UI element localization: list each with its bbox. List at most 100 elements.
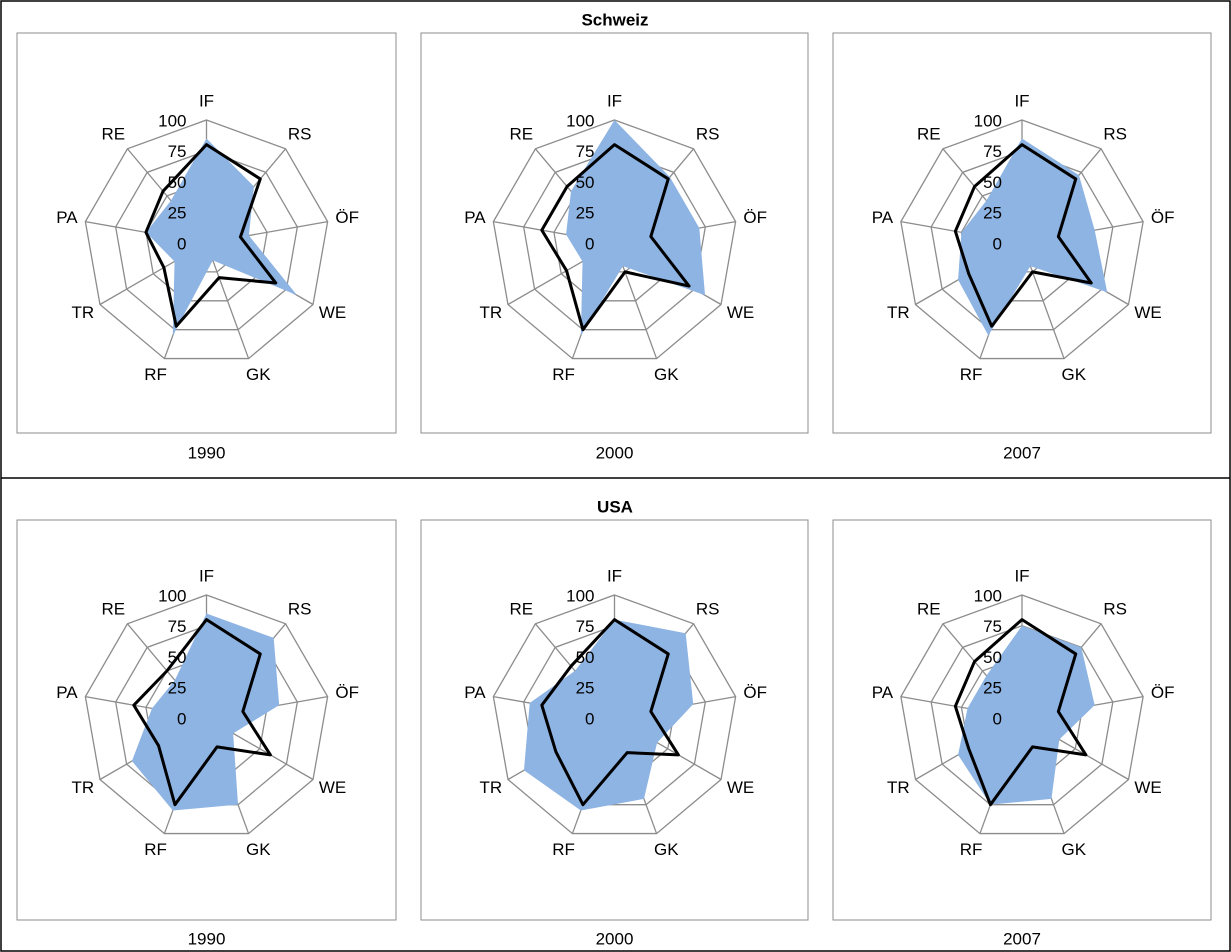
category-label: IF (607, 91, 622, 110)
y-tick-label: 75 (983, 142, 1002, 161)
spoke (205, 242, 250, 359)
section-title: Schweiz (581, 10, 648, 29)
category-label: PA (872, 208, 894, 227)
category-label: TR (479, 303, 502, 322)
y-tick-label: 0 (993, 709, 1002, 728)
category-label: RE (102, 124, 126, 143)
category-label: RF (552, 365, 575, 384)
category-label: GK (1062, 840, 1087, 859)
y-tick-label: 25 (576, 204, 595, 223)
y-tick-label: 75 (576, 142, 595, 161)
category-label: ÖF (743, 208, 767, 227)
category-label: PA (872, 683, 894, 702)
y-tick-label: 25 (983, 204, 1002, 223)
category-label: RE (510, 599, 534, 618)
y-tick-label: 25 (983, 679, 1002, 698)
category-label: ÖF (335, 683, 359, 702)
y-tick-label: 25 (168, 204, 187, 223)
chart-caption: 2000 (596, 443, 634, 462)
category-label: IF (1014, 566, 1029, 585)
radar-area (523, 619, 694, 811)
category-label: PA (464, 208, 486, 227)
category-label: WE (727, 303, 754, 322)
category-label: WE (1134, 778, 1161, 797)
category-label: GK (654, 840, 679, 859)
y-tick-label: 100 (974, 111, 1002, 130)
category-label: PA (56, 683, 78, 702)
grid-ring (84, 119, 329, 360)
category-label: IF (1014, 91, 1029, 110)
y-tick-label: 100 (974, 586, 1002, 605)
category-label: RF (144, 365, 167, 384)
grid-ring (145, 180, 268, 302)
grid-ring (900, 594, 1144, 835)
y-tick-label: 0 (585, 709, 594, 728)
radar-line (540, 618, 680, 807)
radar-line (953, 143, 1093, 328)
radar-area (145, 138, 298, 336)
category-label: GK (246, 365, 271, 384)
radar-line (132, 618, 272, 807)
grid-ring (930, 150, 1114, 331)
category-label: RS (1103, 124, 1127, 143)
y-tick-label: 50 (983, 648, 1002, 667)
category-label: GK (246, 840, 271, 859)
y-tick-label: 75 (168, 142, 187, 161)
radar-line (540, 143, 691, 332)
category-label: IF (199, 566, 214, 585)
y-tick-label: 100 (158, 586, 186, 605)
category-label: GK (654, 365, 679, 384)
y-tick-label: 50 (983, 173, 1002, 192)
grid-ring (114, 150, 299, 331)
category-label: IF (607, 566, 622, 585)
grid-ring (492, 119, 737, 360)
y-tick-label: 75 (576, 617, 595, 636)
category-label: TR (887, 303, 910, 322)
y-tick-label: 50 (168, 648, 187, 667)
y-tick-label: 50 (576, 648, 595, 667)
section-title: USA (597, 497, 633, 516)
y-tick-label: 50 (576, 173, 595, 192)
category-label: WE (727, 778, 754, 797)
category-label: PA (56, 208, 78, 227)
grid-ring (900, 119, 1144, 360)
category-label: PA (464, 683, 486, 702)
category-label: GK (1062, 365, 1087, 384)
radar-area (958, 625, 1095, 805)
grid-ring (492, 594, 737, 835)
category-label: RE (510, 124, 534, 143)
y-tick-label: 0 (993, 234, 1002, 253)
category-label: ÖF (1151, 683, 1175, 702)
category-label: RE (917, 599, 941, 618)
chart-caption: 1990 (188, 443, 226, 462)
category-label: RE (102, 599, 126, 618)
grid-ring (930, 625, 1114, 806)
chart-caption: 2007 (1003, 929, 1041, 948)
y-tick-label: 25 (168, 679, 187, 698)
y-tick-label: 0 (177, 234, 186, 253)
y-tick-label: 50 (168, 173, 187, 192)
y-tick-label: 0 (177, 709, 186, 728)
category-label: TR (887, 778, 910, 797)
radar-line (144, 143, 278, 328)
radar-line (953, 618, 1088, 807)
category-label: WE (1134, 303, 1161, 322)
category-label: TR (71, 303, 94, 322)
category-label: RF (960, 840, 983, 859)
category-label: RE (917, 124, 941, 143)
radar-area (131, 613, 280, 811)
y-tick-label: 75 (983, 617, 1002, 636)
category-label: RS (1103, 599, 1127, 618)
category-label: TR (479, 778, 502, 797)
grid-ring (522, 150, 707, 331)
category-label: WE (319, 303, 346, 322)
y-tick-label: 100 (158, 111, 186, 130)
chart-caption: 2000 (596, 929, 634, 948)
y-tick-label: 100 (566, 111, 594, 130)
chart-caption: 1990 (188, 929, 226, 948)
category-label: IF (199, 91, 214, 110)
category-label: RS (696, 124, 720, 143)
category-label: RF (552, 840, 575, 859)
